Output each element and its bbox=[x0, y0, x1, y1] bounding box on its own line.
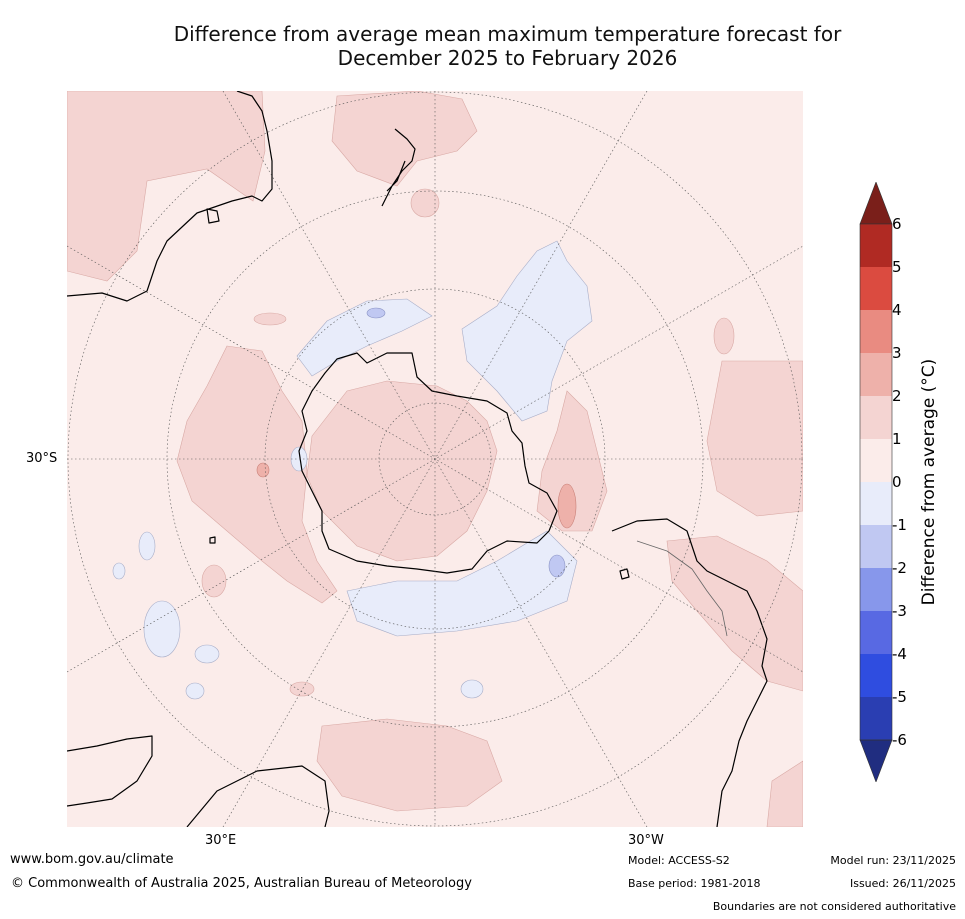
coastline-madagascar bbox=[186, 765, 330, 827]
colorbar-tick-1: 1 bbox=[892, 430, 902, 448]
colorbar-top-extension bbox=[859, 182, 893, 225]
colorbar-tick-5: 5 bbox=[892, 258, 902, 276]
coastline-australia bbox=[67, 91, 273, 302]
footer-model: Model: ACCESS-S2 bbox=[628, 854, 730, 867]
coastline-antarctica bbox=[298, 352, 558, 574]
colorbar-tick-m2: -2 bbox=[892, 559, 907, 577]
colorbar-band-1-2 bbox=[860, 396, 892, 439]
coastline-south-america-inner bbox=[636, 540, 728, 637]
strong-warm-small bbox=[256, 462, 270, 478]
colorbar-tick-3: 3 bbox=[892, 344, 902, 362]
colorbar-tick-2: 2 bbox=[892, 387, 902, 405]
cool-region-small-5 bbox=[185, 682, 205, 700]
coastline-new-zealand bbox=[381, 128, 416, 207]
cool-region-ross-sea bbox=[296, 298, 433, 377]
colorbar-band-m2-m1 bbox=[860, 525, 892, 568]
cool-region-small-2 bbox=[194, 644, 220, 664]
colorbar-band-3-4 bbox=[860, 310, 892, 353]
warm-anomaly-regions bbox=[67, 91, 803, 827]
warm-region-new-zealand-sea bbox=[331, 91, 478, 187]
coastline-kerguelen bbox=[209, 536, 216, 544]
footer-url: www.bom.gov.au/climate bbox=[10, 852, 174, 867]
coastline-falklands bbox=[619, 568, 630, 580]
colorbar-band-5-6 bbox=[860, 224, 892, 267]
colorbar-tick-6: 6 bbox=[892, 215, 902, 233]
latitude-label-30s: 30°S bbox=[26, 451, 58, 466]
footer-copyright: © Commonwealth of Australia 2025, Austra… bbox=[11, 876, 472, 891]
colorbar-band-m4-m3 bbox=[860, 611, 892, 654]
colorbar-tick-m5: -5 bbox=[892, 688, 907, 706]
strong-cool-ross bbox=[366, 307, 386, 319]
longitude-label-30e: 30°E bbox=[205, 833, 237, 848]
colorbar-tick-4: 4 bbox=[892, 301, 902, 319]
colorbar-tick-0: 0 bbox=[892, 473, 902, 491]
latitude-circle-60s bbox=[264, 288, 606, 630]
forecast-map bbox=[67, 91, 803, 827]
colorbar-band-m5-m4 bbox=[860, 654, 892, 697]
colorbar-tick-m4: -4 bbox=[892, 645, 907, 663]
warm-region-small-1 bbox=[713, 317, 735, 355]
warm-region-south-america bbox=[666, 535, 803, 692]
colorbar-bottom-extension bbox=[859, 739, 893, 782]
warm-region-africa bbox=[316, 718, 503, 812]
cool-region-small-4 bbox=[112, 562, 126, 580]
colorbar-band-m3-m2 bbox=[860, 568, 892, 611]
longitude-label-30w: 30°W bbox=[628, 833, 664, 848]
title-line-1: Difference from average mean maximum tem… bbox=[173, 22, 842, 46]
cool-region-small-6 bbox=[460, 679, 484, 699]
cool-anomaly-regions bbox=[112, 240, 593, 700]
colorbar-band-4-5 bbox=[860, 267, 892, 310]
chart-title: Difference from average mean maximum tem… bbox=[100, 22, 915, 70]
meridian-60b bbox=[67, 245, 803, 673]
colorbar-tick-m6: -6 bbox=[892, 731, 907, 749]
colorbar-band-m6-m5 bbox=[860, 697, 892, 740]
warm-region-kerguelen bbox=[201, 564, 227, 598]
warm-region-indian-ocean bbox=[176, 345, 338, 604]
strong-warm-regions bbox=[256, 462, 577, 529]
colorbar-band-2-3 bbox=[860, 353, 892, 396]
coastline-tasmania bbox=[206, 208, 220, 224]
warm-region-small-3 bbox=[289, 681, 315, 697]
cool-region-south-atlantic bbox=[346, 530, 578, 637]
title-line-2: December 2025 to February 2026 bbox=[337, 46, 678, 70]
colorbar-band-0-1 bbox=[860, 439, 892, 482]
warm-region-lower-right bbox=[766, 760, 803, 827]
warm-region-small-2 bbox=[253, 312, 287, 326]
cool-region-small-3 bbox=[138, 531, 156, 561]
footer-base-period: Base period: 1981-2018 bbox=[628, 877, 761, 890]
cool-region-pacific bbox=[461, 240, 593, 422]
strong-cool-atlantic bbox=[548, 554, 566, 578]
colorbar-frame bbox=[859, 223, 893, 741]
colorbar-tick-m3: -3 bbox=[892, 602, 907, 620]
strong-cool-regions bbox=[366, 307, 566, 578]
colorbar-tick-m1: -1 bbox=[892, 516, 907, 534]
colorbar-band-m1-0 bbox=[860, 482, 892, 525]
colorbar bbox=[859, 182, 893, 782]
warm-region-small-4 bbox=[410, 188, 440, 218]
footer-issued: Issued: 26/11/2025 bbox=[849, 877, 956, 890]
warm-region-atlantic bbox=[706, 360, 803, 517]
coastline-africa bbox=[67, 735, 153, 807]
warm-region-australia bbox=[67, 91, 266, 282]
strong-warm-weddell bbox=[557, 483, 577, 529]
warm-region-antarctica bbox=[306, 380, 498, 562]
cool-region-small-1 bbox=[143, 600, 181, 658]
warm-region-weddell bbox=[536, 390, 608, 532]
graticule bbox=[67, 91, 803, 827]
footer-model-run: Model run: 23/11/2025 bbox=[830, 854, 956, 867]
footer-disclaimer: Boundaries are not considered authoritat… bbox=[712, 900, 956, 913]
colorbar-title: Difference from average (°C) bbox=[919, 358, 939, 606]
